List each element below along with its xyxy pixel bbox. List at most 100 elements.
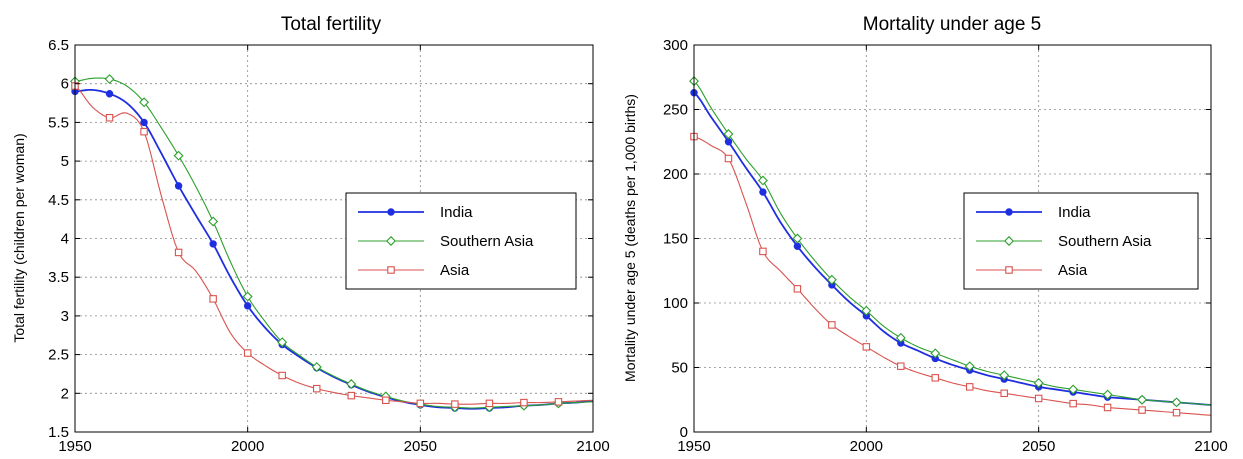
data-point xyxy=(1000,389,1008,398)
x-tick-label: 2100 xyxy=(576,438,609,455)
legend-item: India xyxy=(976,204,1091,221)
y-tick-label: 300 xyxy=(663,37,688,54)
series-line xyxy=(74,77,594,409)
data-point xyxy=(897,362,905,370)
chart-title: Mortality under age 5 xyxy=(863,14,1042,35)
data-point xyxy=(173,150,184,161)
legend-label: Asia xyxy=(440,262,470,279)
data-point xyxy=(209,240,217,248)
data-point xyxy=(1102,389,1113,400)
y-tick-label: 100 xyxy=(663,295,688,312)
data-point xyxy=(243,349,252,357)
data-point xyxy=(174,248,183,257)
data-point xyxy=(1103,403,1112,412)
legend-marker xyxy=(1005,266,1013,274)
legend-item: Southern Asia xyxy=(358,233,534,250)
y-tick-label: 4.5 xyxy=(48,192,69,209)
legend-label: Asia xyxy=(1058,262,1088,279)
data-point xyxy=(105,90,114,98)
legend-marker xyxy=(1004,236,1014,246)
legend-marker xyxy=(386,236,396,246)
series-line xyxy=(74,88,594,410)
data-point xyxy=(759,188,767,196)
data-point xyxy=(1069,399,1077,408)
legend-label: Southern Asia xyxy=(1058,233,1152,250)
data-point xyxy=(1034,394,1043,403)
series-line xyxy=(693,80,1212,406)
x-tick-label: 1950 xyxy=(58,438,91,455)
data-point xyxy=(1138,406,1146,414)
y-axis-label: Total fertility (children per woman) xyxy=(11,133,27,342)
data-point xyxy=(382,396,390,405)
y-tick-label: 250 xyxy=(663,102,688,119)
data-point xyxy=(723,129,734,139)
x-tick-label: 2000 xyxy=(850,438,883,455)
data-point xyxy=(964,361,975,372)
data-point xyxy=(1033,378,1044,388)
legend-item: Asia xyxy=(976,262,1088,279)
data-point xyxy=(416,399,425,408)
data-point xyxy=(861,305,872,316)
data-point xyxy=(105,114,114,122)
y-tick-label: 3 xyxy=(61,308,69,325)
ticks: 1950 2000 2050 2100 1.5 2 2.5 3 3.5 4 4.5 5 5.5 6 6.5 xyxy=(48,37,610,455)
series-southern-asia xyxy=(689,76,1212,408)
data-point xyxy=(311,362,322,372)
y-tick-label: 1.5 xyxy=(48,424,69,441)
data-point xyxy=(278,371,286,380)
legend-label: India xyxy=(1058,204,1091,221)
x-tick-label: 2050 xyxy=(1022,438,1055,455)
fertility-panel: Total fertility Total fertility (childre… xyxy=(11,14,610,455)
data-point xyxy=(242,291,253,302)
data-point xyxy=(485,399,494,408)
y-axis-label: Mortality under age 5 (deaths per 1,000 … xyxy=(622,94,638,382)
chart-title: Total fertility xyxy=(281,14,382,35)
legend-item: Asia xyxy=(358,262,470,279)
data-point xyxy=(520,398,528,407)
legend-label: India xyxy=(440,204,473,221)
data-point xyxy=(793,285,802,293)
data-point xyxy=(862,343,871,351)
data-point xyxy=(312,384,321,393)
legend-marker xyxy=(387,208,395,216)
data-point xyxy=(208,216,219,227)
data-point xyxy=(930,348,941,359)
mortality-panel: Mortality under age 5 Mortality under ag… xyxy=(622,14,1228,455)
y-tick-label: 3.5 xyxy=(48,269,69,286)
data-point xyxy=(140,118,148,127)
data-point xyxy=(999,370,1010,381)
y-tick-label: 2 xyxy=(61,385,69,402)
x-tick-label: 2050 xyxy=(404,438,437,455)
data-point xyxy=(346,379,357,389)
x-tick-label: 2100 xyxy=(1194,438,1227,455)
data-point xyxy=(243,302,252,310)
data-point xyxy=(104,74,115,85)
data-point xyxy=(1171,397,1182,408)
data-point xyxy=(828,321,836,329)
legend-marker xyxy=(387,266,395,274)
y-tick-label: 5.5 xyxy=(48,114,69,131)
data-point xyxy=(759,247,767,256)
y-tick-label: 6 xyxy=(61,76,69,93)
legend-item: Southern Asia xyxy=(976,233,1152,250)
y-tick-label: 50 xyxy=(671,360,688,377)
data-point xyxy=(140,127,148,136)
ticks: 1950 2000 2050 2100 0 50 100 150 200 250 300 xyxy=(663,37,1228,455)
data-point xyxy=(139,97,150,108)
data-point xyxy=(724,154,733,163)
legend: India Southern Asia Asia xyxy=(963,192,1199,290)
data-point xyxy=(931,374,940,382)
y-tick-label: 4 xyxy=(61,231,69,248)
series-line xyxy=(693,92,1212,406)
y-tick-label: 200 xyxy=(663,166,688,183)
series-line xyxy=(74,85,594,405)
data-point xyxy=(1137,394,1148,405)
legend-label: Southern Asia xyxy=(440,233,534,250)
data-point xyxy=(965,383,974,391)
y-tick-label: 6.5 xyxy=(48,37,69,54)
data-point xyxy=(793,242,802,250)
data-point xyxy=(757,175,768,186)
legend-marker xyxy=(1005,208,1013,216)
series-line xyxy=(693,136,1212,416)
